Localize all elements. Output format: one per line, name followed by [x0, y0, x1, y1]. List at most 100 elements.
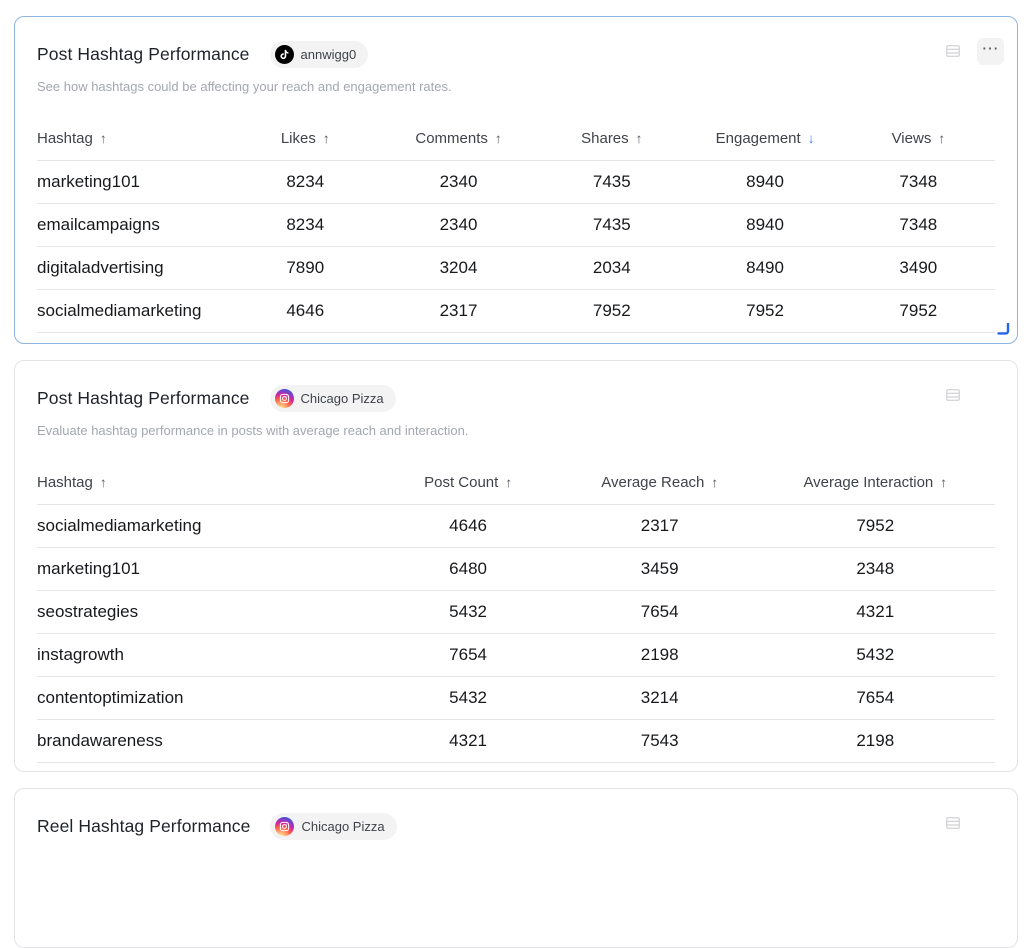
column-header-comments[interactable]: Comments ↑: [381, 118, 536, 161]
sort-ascending-icon: ↑: [494, 131, 502, 147]
table-row: marketing101 8234 2340 7435 8940 7348: [37, 160, 995, 204]
table-row: socialmediamarketing 4646 2317 7952: [37, 504, 995, 548]
hashtag-cell: contentoptimization: [37, 676, 373, 720]
instagram-icon: [274, 389, 294, 408]
metric-value-cell: 2198: [563, 633, 756, 677]
table-row: seostrategies 5432 7654 4321: [37, 590, 995, 634]
metric-value-cell: 7952: [688, 289, 842, 333]
table-row: marketing101 6480 3459 2348: [37, 547, 995, 591]
sort-ascending-icon: ↑: [99, 131, 107, 147]
sort-ascending-icon: ↑: [938, 131, 946, 147]
sort-ascending-icon: ↑: [99, 475, 107, 491]
table-row: contentoptimization 5432 3214 7654: [37, 676, 995, 720]
instagram-icon: [275, 817, 295, 836]
sort-descending-icon: ↓: [807, 131, 815, 147]
column-label: Comments: [415, 130, 488, 148]
column-header-hashtag[interactable]: Hashtag ↑: [37, 118, 229, 161]
metric-value-cell: 8940: [688, 203, 842, 247]
table-row: emailcampaigns 8234 2340 7435 8940 7348: [37, 203, 995, 247]
column-header-likes[interactable]: Likes ↑: [228, 118, 382, 161]
card-title: Post Hashtag Performance: [37, 388, 250, 408]
metric-value-cell: 7952: [755, 504, 995, 548]
card-title: Post Hashtag Performance: [37, 44, 250, 64]
sort-ascending-icon: ↑: [505, 475, 513, 491]
card-header: Post Hashtag Performance Chicago Pizza: [37, 385, 995, 412]
hashtag-cell: marketing101: [37, 160, 229, 204]
hashtag-cell: brandawareness: [37, 719, 373, 763]
account-name: Chicago Pizza: [301, 819, 385, 834]
metric-value-cell: 7952: [535, 289, 689, 333]
metric-value-cell: 8940: [688, 160, 842, 204]
table-row: brandawareness 4321 7543 2198: [37, 719, 995, 763]
column-label: Post Count: [424, 474, 499, 492]
metric-value-cell: 2317: [563, 504, 756, 548]
table-view-icon[interactable]: [945, 387, 961, 403]
card-subtitle: See how hashtags could be affecting your…: [37, 79, 452, 94]
tiktok-icon: [274, 45, 294, 64]
sort-ascending-icon: ↑: [635, 131, 643, 147]
hashtag-performance-table: Hashtag ↑ Likes ↑ Comments ↑ Shares ↑ Engagement…: [37, 118, 995, 333]
column-header-average-reach[interactable]: Average Reach ↑: [563, 462, 756, 505]
metric-value-cell: 2348: [755, 547, 995, 591]
metric-value-cell: 7543: [563, 719, 756, 763]
hashtag-cell: seostrategies: [37, 590, 373, 634]
column-header-views[interactable]: Views ↑: [841, 118, 995, 161]
widget-card-post-hashtag-tiktok: Post Hashtag Performance annwigg0 See ho…: [14, 16, 1018, 344]
metric-value-cell: 7348: [841, 160, 995, 204]
metric-value-cell: 8490: [688, 246, 842, 290]
metric-value-cell: 2317: [381, 289, 536, 333]
column-label: Views: [891, 130, 932, 148]
metric-value-cell: 2034: [535, 246, 689, 290]
metric-value-cell: 2340: [381, 203, 536, 247]
account-name: Chicago Pizza: [300, 391, 384, 406]
column-label: Hashtag: [37, 474, 93, 492]
card-subtitle: Evaluate hashtag performance in posts wi…: [37, 423, 469, 438]
metric-value-cell: 7654: [372, 633, 564, 677]
metric-value-cell: 7348: [841, 203, 995, 247]
metric-value-cell: 3214: [563, 676, 756, 720]
metric-value-cell: 7654: [563, 590, 756, 634]
metric-value-cell: 7654: [755, 676, 995, 720]
sort-ascending-icon: ↑: [322, 131, 330, 147]
column-header-average-interaction[interactable]: Average Interaction ↑: [755, 462, 995, 505]
column-header-post-count[interactable]: Post Count ↑: [372, 462, 564, 505]
hashtag-cell: emailcampaigns: [37, 203, 229, 247]
account-badge: Chicago Pizza: [269, 385, 396, 412]
table-row: instagrowth 7654 2198 5432: [37, 633, 995, 677]
metric-value-cell: 4646: [372, 504, 564, 548]
metric-value-cell: 2198: [755, 719, 995, 763]
table-row: socialmediamarketing 4646 2317 7952 7952 7952: [37, 289, 995, 333]
column-label: Shares: [581, 130, 629, 148]
more-options-button[interactable]: ⋯: [977, 38, 1004, 65]
sort-ascending-icon: ↑: [711, 475, 719, 491]
column-header-engagement[interactable]: Engagement ↓: [688, 118, 842, 161]
column-label: Likes: [280, 130, 316, 148]
card-header: Post Hashtag Performance annwigg0: [37, 41, 995, 68]
hashtag-cell: socialmediamarketing: [37, 289, 229, 333]
table-header-row: Hashtag ↑ Likes ↑ Comments ↑ Shares ↑ Engagement…: [37, 118, 995, 161]
column-label: Engagement: [715, 130, 801, 148]
metric-value-cell: 5432: [755, 633, 995, 677]
metric-value-cell: 7435: [535, 203, 689, 247]
resize-handle[interactable]: [997, 322, 1010, 336]
metric-value-cell: 5432: [372, 676, 564, 720]
widget-card-post-hashtag-instagram: Post Hashtag Performance Chicago Pizza E…: [14, 360, 1018, 772]
metric-value-cell: 3490: [841, 246, 995, 290]
table-view-icon[interactable]: [945, 815, 961, 831]
metric-value-cell: 7890: [228, 246, 382, 290]
column-label: Hashtag: [37, 130, 93, 148]
metric-value-cell: 6480: [372, 547, 564, 591]
metric-value-cell: 2340: [381, 160, 536, 204]
metric-value-cell: 8234: [228, 160, 382, 204]
table-view-icon[interactable]: [945, 43, 961, 59]
metric-value-cell: 4321: [755, 590, 995, 634]
widget-card-reel-hashtag-instagram: Reel Hashtag Performance Chicago Pizza: [14, 788, 1018, 948]
metric-value-cell: 8234: [228, 203, 382, 247]
column-label: Average Interaction: [803, 474, 934, 492]
hashtag-performance-table: Hashtag ↑ Post Count ↑ Average Reach ↑ Average…: [37, 462, 995, 763]
table-row: digitaladvertising 7890 3204 2034 8490 3490: [37, 246, 995, 290]
hashtag-cell: digitaladvertising: [37, 246, 229, 290]
column-header-hashtag[interactable]: Hashtag ↑: [37, 462, 373, 505]
column-header-shares[interactable]: Shares ↑: [535, 118, 689, 161]
account-badge: annwigg0: [269, 41, 369, 68]
